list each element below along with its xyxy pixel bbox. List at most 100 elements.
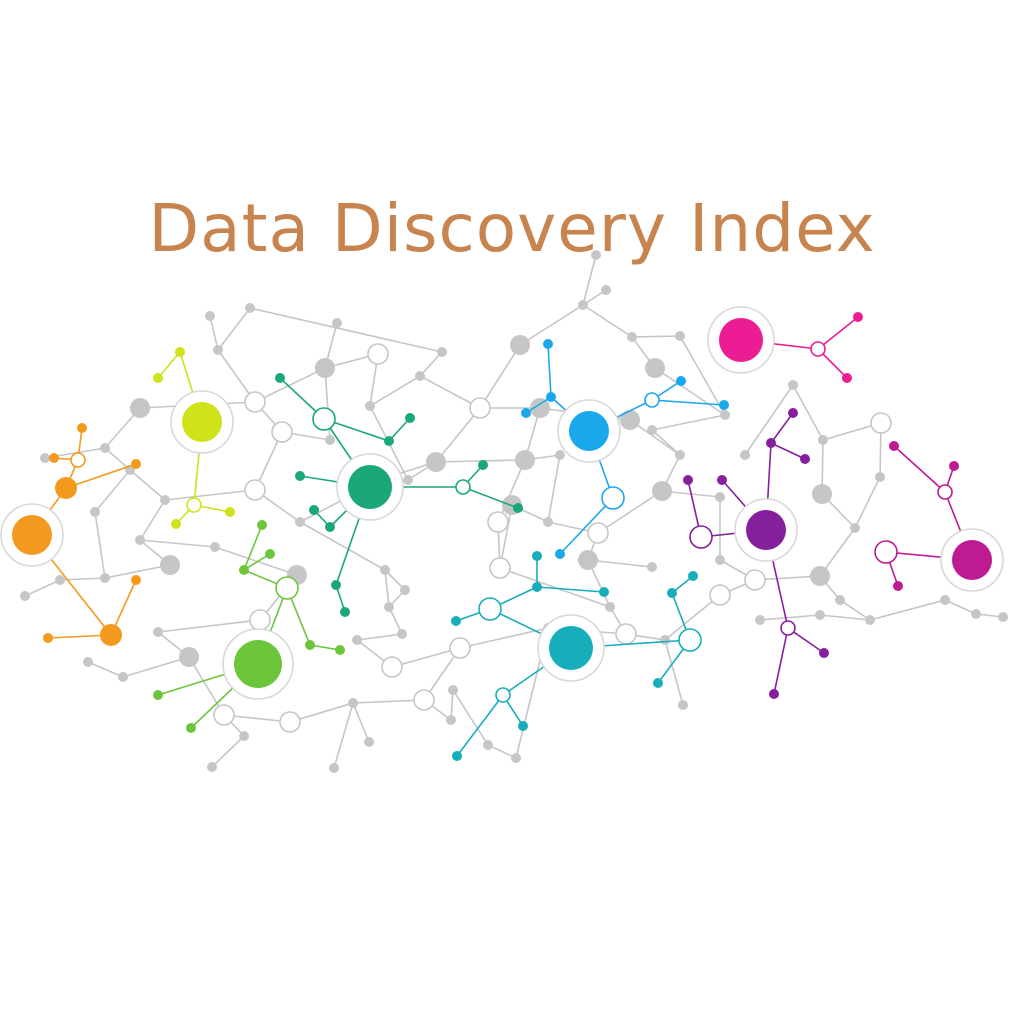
- network-edge: [462, 486, 519, 509]
- network-node: [601, 285, 611, 295]
- network-node-outline: [455, 479, 471, 495]
- network-edge: [388, 417, 411, 442]
- network-edge: [664, 639, 684, 706]
- network-node: [239, 731, 249, 741]
- network-node: [555, 549, 565, 559]
- network-node: [364, 737, 374, 747]
- network-node: [179, 647, 199, 667]
- network-node: [971, 609, 981, 619]
- network-node: [448, 685, 458, 695]
- network-node: [405, 413, 415, 423]
- network-edge: [356, 633, 403, 641]
- network-node: [815, 610, 825, 620]
- network-node: [257, 520, 267, 530]
- network-node-outline: [689, 525, 713, 549]
- network-node: [171, 519, 181, 529]
- network-node: [543, 517, 553, 527]
- network-edge: [94, 469, 131, 513]
- network-edge: [369, 375, 421, 407]
- network-node: [521, 408, 531, 418]
- network-node-outline: [244, 391, 266, 413]
- network-edge: [869, 599, 946, 621]
- network-node-outline: [271, 421, 293, 443]
- berry-hub-node: [952, 540, 992, 580]
- network-node-outline: [312, 407, 336, 431]
- network-edge: [188, 656, 225, 716]
- network-node: [325, 435, 335, 445]
- purple-hub-node: [746, 510, 786, 550]
- network-node: [940, 595, 950, 605]
- network-node: [365, 401, 375, 411]
- network-node: [835, 595, 845, 605]
- network-node: [998, 612, 1008, 622]
- network-node: [660, 635, 670, 645]
- network-node: [329, 763, 339, 773]
- network-node: [210, 542, 220, 552]
- network-edge: [582, 304, 633, 338]
- network-node: [769, 689, 779, 699]
- network-node: [331, 580, 341, 590]
- network-node: [40, 453, 50, 463]
- network-edge: [157, 619, 261, 633]
- network-edge: [452, 689, 489, 746]
- network-node: [949, 461, 959, 471]
- network-node: [715, 555, 725, 565]
- network-node: [131, 459, 141, 469]
- network-node: [77, 423, 87, 433]
- network-node: [213, 345, 223, 355]
- network-node: [755, 615, 765, 625]
- network-edge: [651, 414, 726, 431]
- network-node-outline: [870, 412, 892, 434]
- network-node: [591, 250, 601, 260]
- network-node: [415, 371, 425, 381]
- network-node: [818, 435, 828, 445]
- network-node: [511, 753, 521, 763]
- network-node: [380, 565, 390, 575]
- network-edge: [122, 656, 190, 678]
- network-node: [875, 472, 885, 482]
- network-edge: [24, 579, 61, 597]
- network-node: [719, 400, 729, 410]
- lime-hub-node: [182, 402, 222, 442]
- network-edge: [352, 702, 370, 743]
- network-node: [645, 358, 665, 378]
- network-node: [678, 700, 688, 710]
- network-node: [788, 408, 798, 418]
- network-node: [130, 398, 150, 418]
- network-node: [131, 575, 141, 585]
- network-edge: [854, 476, 881, 529]
- network-node: [478, 460, 488, 470]
- network-node: [599, 587, 609, 597]
- network-node: [245, 303, 255, 313]
- network-edge: [629, 419, 681, 456]
- network-node: [865, 615, 875, 625]
- network-edge: [792, 384, 824, 441]
- network-node: [384, 602, 394, 612]
- network-node-outline: [744, 569, 766, 591]
- network-node-outline: [874, 540, 898, 564]
- network-node-outline: [244, 479, 266, 501]
- network-edge: [419, 375, 481, 409]
- network-node: [100, 624, 122, 646]
- network-edge: [139, 499, 166, 541]
- network-node: [675, 331, 685, 341]
- network-node: [309, 505, 319, 515]
- network-node: [578, 550, 598, 570]
- network-edge: [223, 714, 291, 723]
- network-node: [653, 678, 663, 688]
- network-node: [397, 629, 407, 639]
- network-node: [437, 347, 447, 357]
- network-edge: [631, 335, 681, 338]
- network-node: [620, 410, 640, 430]
- network-node: [546, 392, 556, 402]
- network-edge: [499, 567, 611, 608]
- orange-hub-node: [12, 515, 52, 555]
- network-edge: [104, 564, 171, 579]
- network-node: [683, 475, 693, 485]
- network-edge: [679, 335, 726, 416]
- network-node: [384, 436, 394, 446]
- network-node: [578, 300, 588, 310]
- network-node-outline: [186, 497, 202, 513]
- network-edge: [597, 490, 663, 534]
